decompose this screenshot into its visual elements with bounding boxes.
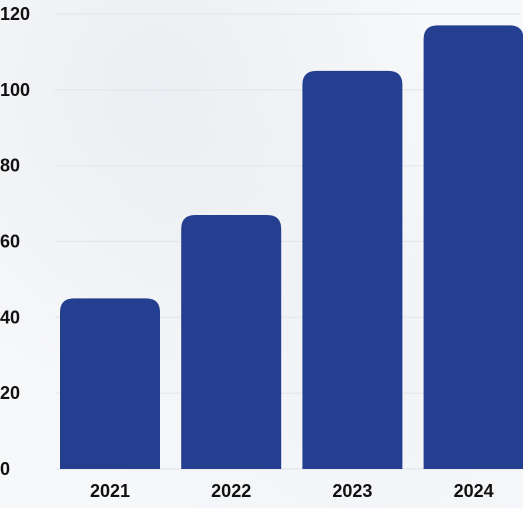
y-tick-label: 40 — [0, 307, 20, 327]
bar-2022 — [181, 214, 282, 469]
y-tick-label: 20 — [0, 383, 20, 403]
y-tick-label: 100 — [0, 80, 30, 100]
x-tick-label: 2022 — [211, 481, 251, 501]
y-tick-label: 60 — [0, 232, 20, 252]
x-axis-ticks: 2021 2022 2023 2024 — [90, 481, 494, 501]
y-tick-label: 0 — [0, 459, 10, 479]
x-tick-label: 2021 — [90, 481, 130, 501]
y-axis-ticks: 0 20 40 60 80 100 120 — [0, 4, 30, 479]
bar-2024 — [423, 25, 523, 469]
bars-layer — [60, 25, 523, 469]
x-tick-label: 2024 — [454, 481, 494, 501]
bar-2021 — [60, 298, 160, 469]
x-tick-label: 2023 — [332, 481, 372, 501]
bar-2023 — [302, 70, 403, 469]
y-tick-label: 80 — [0, 156, 20, 176]
y-tick-label: 120 — [0, 4, 30, 24]
